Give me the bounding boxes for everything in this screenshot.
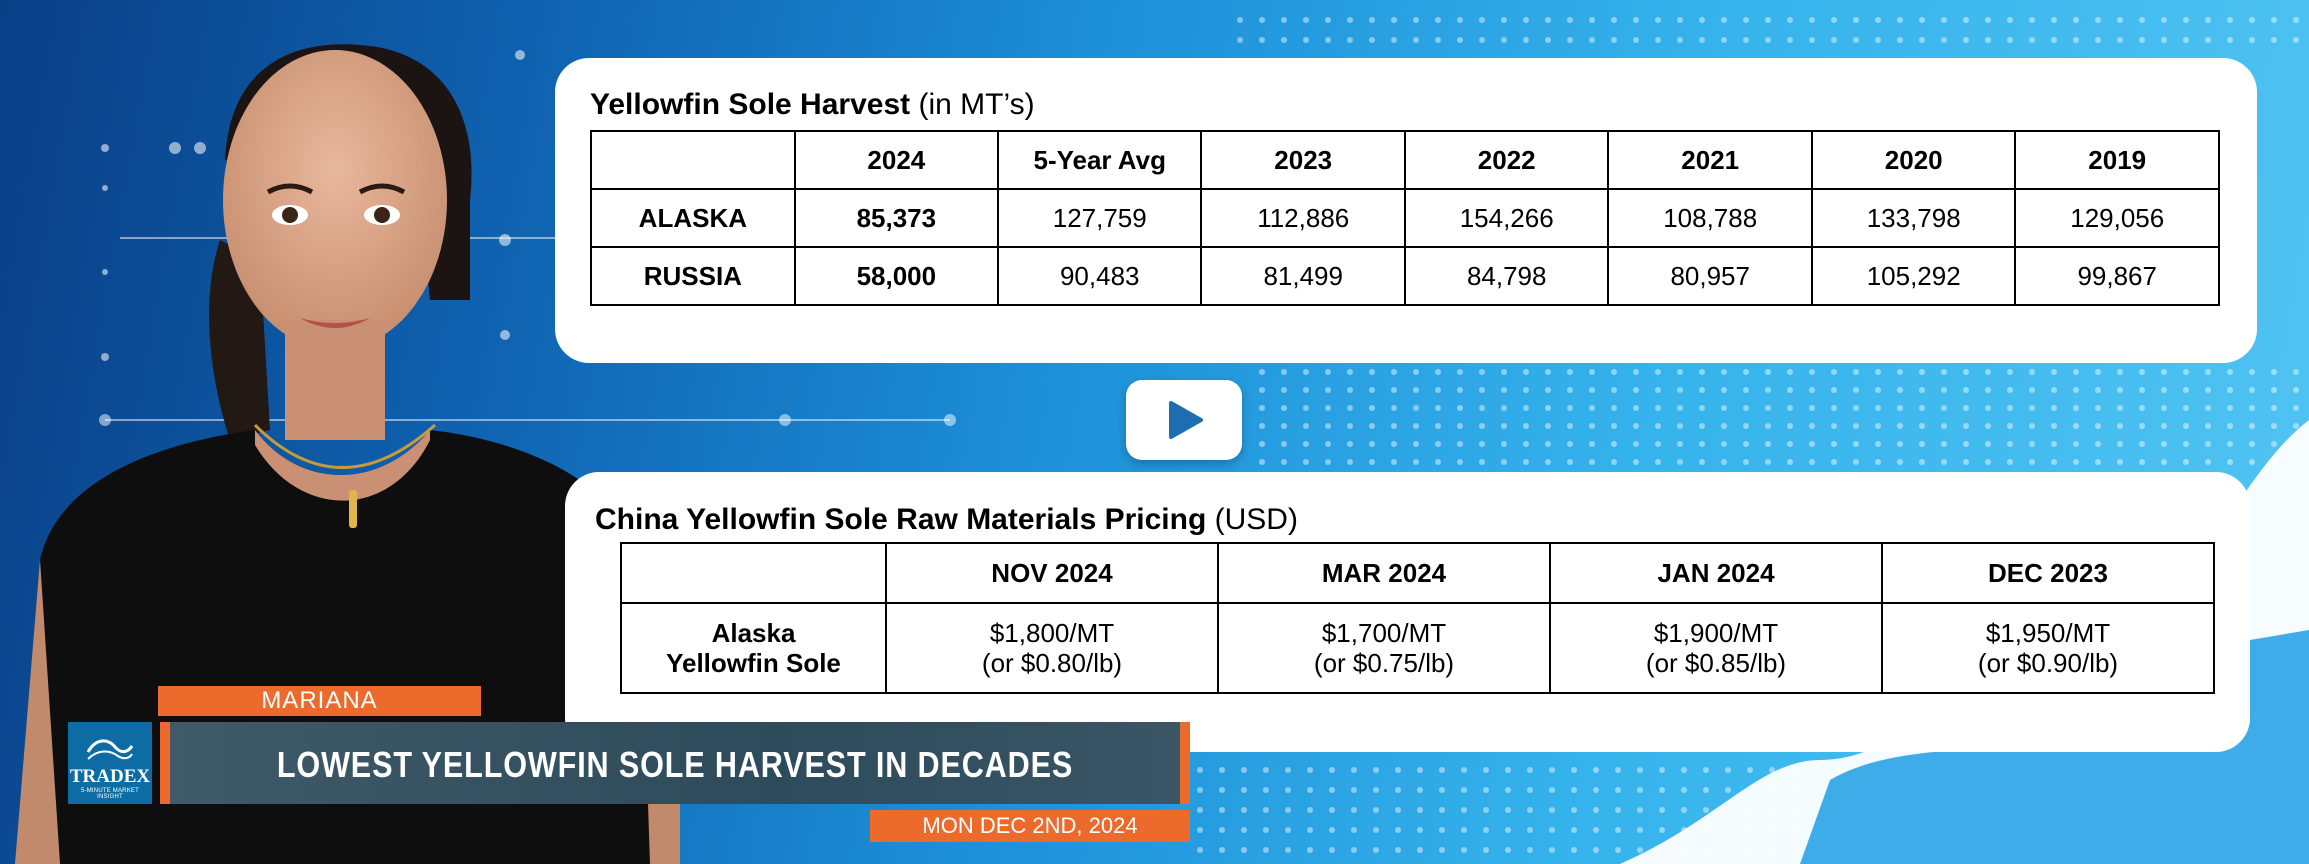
table-header-cell: 2021 — [1607, 130, 1813, 190]
table-header-cell: 5-Year Avg — [996, 130, 1203, 190]
play-icon — [1169, 401, 1203, 439]
table-header-row: NOV 2024 MAR 2024 JAN 2024 DEC 2023 — [620, 542, 2215, 604]
table-header-cell: MAR 2024 — [1217, 542, 1551, 604]
table-header-cell: 2024 — [793, 130, 999, 190]
table-cell: 127,759 — [996, 188, 1203, 248]
pricing-card: China Yellowfin Sole Raw Materials Prici… — [565, 472, 2250, 752]
table-header-cell: JAN 2024 — [1549, 542, 1883, 604]
harvest-table: 2024 5-Year Avg 2023 2022 2021 2020 2019… — [590, 130, 2220, 306]
wave-icon — [86, 739, 134, 760]
table-cell: 129,056 — [2014, 188, 2220, 248]
table-cell: 133,798 — [1810, 188, 2017, 248]
harvest-title: Yellowfin Sole Harvest (in MT’s) — [590, 88, 1035, 121]
headline-bar: LOWEST YELLOWFIN SOLE HARVEST IN DECADES — [160, 722, 1190, 804]
table-cell: 85,373 — [793, 188, 999, 248]
pricing-title: China Yellowfin Sole Raw Materials Prici… — [595, 503, 1298, 536]
harvest-card: Yellowfin Sole Harvest (in MT’s) 2024 5-… — [555, 58, 2257, 363]
table-cell: 80,957 — [1607, 246, 1813, 306]
table-row: ALASKA 85,373 127,759 112,886 154,266 10… — [590, 188, 2220, 248]
headline-text: LOWEST YELLOWFIN SOLE HARVEST IN DECADES — [276, 744, 1074, 785]
row-label-russia: RUSSIA — [590, 246, 796, 306]
table-cell: 105,292 — [1810, 246, 2017, 306]
table-header-row: 2024 5-Year Avg 2023 2022 2021 2020 2019 — [590, 130, 2220, 190]
table-header-cell: NOV 2024 — [885, 542, 1219, 604]
table-header-cell — [620, 542, 887, 604]
table-row: RUSSIA 58,000 90,483 81,499 84,798 80,95… — [590, 246, 2220, 306]
table-header-cell: 2020 — [1810, 130, 2017, 190]
table-header-cell: DEC 2023 — [1881, 542, 2215, 604]
date-tag: MON DEC 2ND, 2024 — [870, 810, 1190, 842]
tradex-logo: TRADEX 5-MINUTE MARKET INSIGHT — [68, 722, 152, 804]
table-header-cell: 2022 — [1403, 130, 1610, 190]
pricing-table: NOV 2024 MAR 2024 JAN 2024 DEC 2023 Alas… — [620, 542, 2215, 694]
table-header-cell: 2023 — [1200, 130, 1406, 190]
price-cell: $1,700/MT (or $0.75/lb) — [1217, 602, 1551, 694]
table-cell: 99,867 — [2014, 246, 2220, 306]
presenter-name-tag: MARIANA — [158, 686, 481, 716]
table-cell: 112,886 — [1200, 188, 1406, 248]
play-button[interactable] — [1126, 380, 1242, 460]
table-cell: 81,499 — [1200, 246, 1406, 306]
row-label-alaska: ALASKA — [590, 188, 796, 248]
table-cell: 84,798 — [1403, 246, 1610, 306]
table-header-cell — [590, 130, 796, 190]
price-cell: $1,900/MT (or $0.85/lb) — [1549, 602, 1883, 694]
table-cell: 154,266 — [1403, 188, 1610, 248]
table-row: Alaska Yellowfin Sole $1,800/MT (or $0.80/… — [620, 602, 2215, 694]
table-header-cell: 2019 — [2014, 130, 2220, 190]
price-cell: $1,800/MT (or $0.80/lb) — [885, 602, 1219, 694]
table-cell: 108,788 — [1607, 188, 1813, 248]
table-cell: 58,000 — [793, 246, 999, 306]
row-label-alaska-yellowfin-sole: Alaska Yellowfin Sole — [620, 602, 887, 694]
table-cell: 90,483 — [996, 246, 1203, 306]
price-cell: $1,950/MT (or $0.90/lb) — [1881, 602, 2215, 694]
